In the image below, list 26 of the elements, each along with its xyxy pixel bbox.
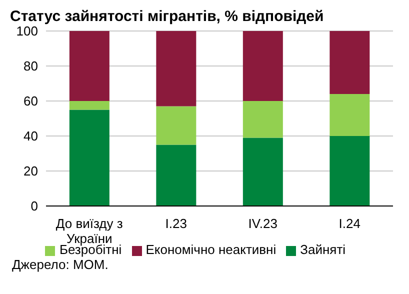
y-tick-label: 80 — [24, 58, 38, 74]
y-tick-label: 40 — [24, 128, 38, 144]
bar — [156, 144, 196, 206]
x-tick-label: I.23 — [165, 216, 187, 231]
x-tick-label: IV.23 — [248, 216, 278, 231]
y-tick-label: 100 — [16, 24, 38, 39]
bar — [69, 31, 110, 101]
bar — [242, 31, 283, 101]
bar — [330, 136, 370, 206]
y-tick-label: 0 — [30, 198, 38, 214]
bar — [156, 31, 196, 106]
chart-title: Статус зайнятості мігрантів, % відповідей — [10, 8, 325, 25]
legend-label: Економічно неактивні — [146, 242, 276, 257]
legend-label: Зайняті — [300, 242, 346, 257]
bar — [156, 106, 196, 145]
y-tick-label: 60 — [24, 94, 38, 109]
bar — [69, 110, 110, 206]
bar — [242, 138, 283, 206]
y-tick-label: 20 — [24, 164, 38, 179]
x-tick-label: До виїзду з України — [56, 216, 123, 246]
bar — [330, 31, 370, 94]
bar — [242, 101, 283, 138]
bar — [330, 94, 370, 136]
bar — [69, 101, 110, 110]
x-tick-label: I.24 — [338, 216, 360, 231]
text: Джерело: МОМ. — [12, 257, 110, 272]
